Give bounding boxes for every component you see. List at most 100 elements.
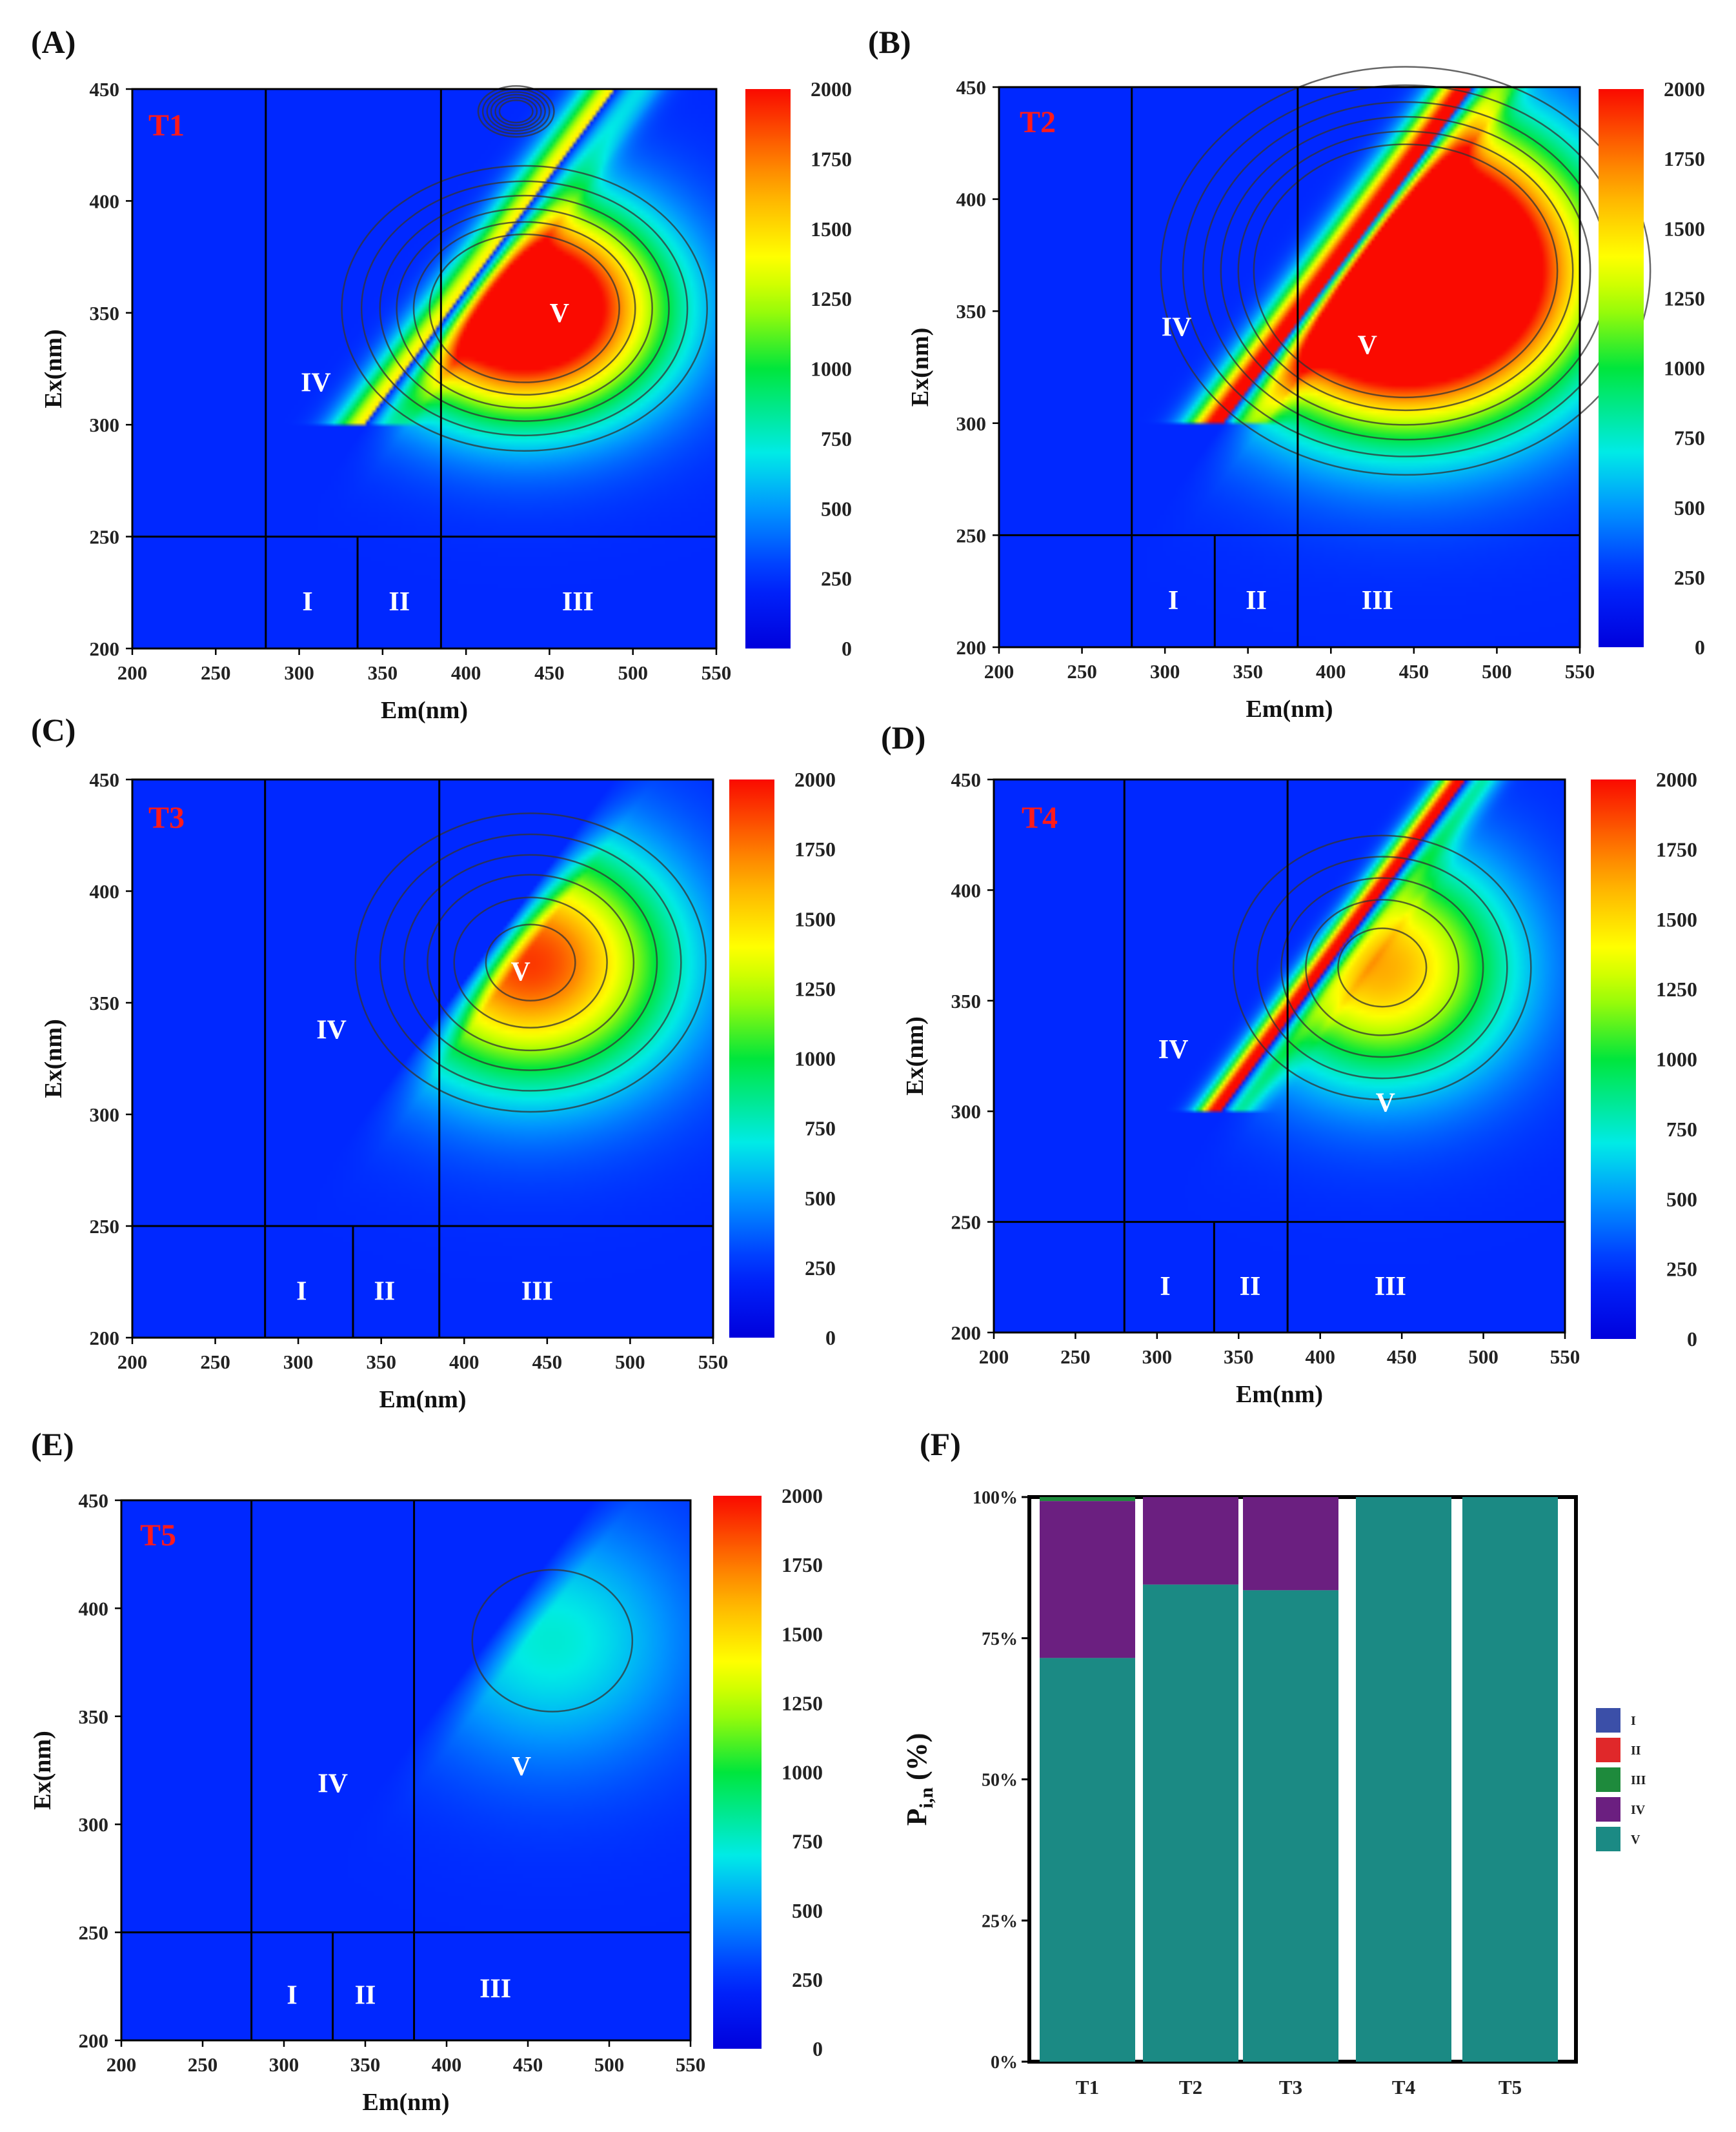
x-tick-label: 500 (1482, 660, 1512, 683)
x-tick-label: 250 (201, 661, 231, 684)
x-tick-label: 350 (1233, 660, 1263, 683)
y-tick-label: 450 (79, 1489, 109, 1512)
colorbar (729, 779, 774, 1338)
x-tick-label: 450 (1387, 1345, 1417, 1368)
y-tick-label: 300 (90, 1103, 120, 1126)
legend-label: I (1631, 1714, 1636, 1728)
x-tick-label: 550 (1550, 1345, 1580, 1368)
x-tick-label: 450 (534, 661, 565, 684)
x-tick-label: 350 (368, 661, 398, 684)
panel-label: (C) (31, 712, 76, 748)
plot-frame (998, 86, 1581, 649)
region-label: IV (1162, 313, 1192, 343)
contour-line (379, 194, 670, 422)
y-tick-label: 300 (90, 414, 120, 436)
region-label: II (1240, 1272, 1261, 1302)
y-tick-label: 400 (90, 190, 120, 212)
y-tick-label: 350 (951, 990, 982, 1012)
y-tick-label: 50% (982, 1771, 1018, 1791)
colorbar-tick-label: 500 (1666, 1187, 1697, 1211)
x-tick-label: 300 (1150, 660, 1180, 683)
bar-t1-v (1040, 1658, 1135, 2062)
x-tick-label: 400 (432, 2053, 462, 2076)
treatment-label: T1 (148, 108, 185, 143)
x-tick-label: T4 (1392, 2076, 1415, 2098)
region-label: III (562, 587, 594, 617)
y-tick-label: 200 (956, 636, 987, 659)
colorbar-tick-label: 1000 (811, 357, 852, 381)
contour-line (471, 1569, 634, 1713)
x-tick-label: 550 (701, 661, 732, 684)
x-tick-label: 550 (1565, 660, 1595, 683)
x-axis-label: Em(nm) (1236, 1381, 1323, 1408)
contour-line (490, 94, 542, 129)
x-tick-label: 200 (106, 2053, 137, 2076)
stacked-bar-panel: (F)T1 T2 T3 T4 T50%25%50%75%100%Pi,n (%)IIII… (901, 1426, 1646, 2098)
colorbar-tick-label: 1750 (1656, 838, 1697, 861)
x-tick-label: 350 (1224, 1345, 1254, 1368)
region-label: IV (301, 368, 331, 397)
region-label: I (287, 1981, 297, 2011)
colorbar-tick-label: 1500 (811, 217, 852, 241)
x-axis-label: Em(nm) (381, 697, 468, 724)
legend-label: V (1631, 1833, 1640, 1847)
x-tick-label: 300 (283, 1351, 314, 1373)
y-axis-label: Ex(nm) (29, 1731, 56, 1809)
x-tick-label: 300 (269, 2053, 299, 2076)
x-tick-label: 200 (979, 1345, 1009, 1368)
colorbar-tick-label: 2000 (794, 768, 836, 791)
x-axis-label: Em(nm) (362, 2089, 449, 2116)
colorbar-tick-label: 0 (825, 1326, 836, 1349)
colorbar-tick-label: 500 (792, 1899, 823, 1922)
colorbar-tick-label: 250 (1674, 566, 1705, 589)
y-tick-label: 450 (951, 769, 982, 791)
contour-line (1257, 856, 1508, 1080)
colorbar-tick-label: 500 (805, 1187, 836, 1210)
treatment-label: T5 (140, 1518, 176, 1553)
colorbar (1599, 89, 1644, 647)
contour-line (1337, 927, 1428, 1008)
contour-line (1253, 143, 1559, 399)
region-label: V (512, 1752, 531, 1782)
y-tick-label: 400 (951, 879, 982, 901)
x-tick-label: 350 (366, 1351, 396, 1373)
legend-swatch (1596, 1708, 1620, 1733)
y-axis-label: Pi,n (%) (901, 1733, 937, 1826)
y-tick-label: 400 (956, 188, 987, 211)
contour-line (498, 99, 534, 124)
legend-label: II (1631, 1744, 1641, 1758)
contour-line (354, 812, 707, 1113)
plot-frame (120, 1499, 692, 2042)
contour-line (1233, 834, 1532, 1101)
treatment-label: T4 (1022, 801, 1058, 835)
y-tick-label: 300 (956, 412, 987, 435)
colorbar-tick-label: 250 (821, 567, 852, 590)
region-label: V (1376, 1088, 1395, 1118)
y-tick-label: 400 (79, 1597, 109, 1620)
colorbar-tick-label: 500 (1674, 496, 1705, 519)
region-label: V (550, 299, 569, 328)
heatmap-image (994, 779, 1565, 1332)
region-label: IV (318, 1769, 348, 1799)
colorbar-tick-label: 1000 (1656, 1048, 1697, 1071)
colorbar-tick-label: 1500 (782, 1622, 823, 1645)
x-tick-label: 500 (594, 2053, 625, 2076)
region-label: I (296, 1276, 307, 1306)
x-tick-label: 400 (451, 661, 481, 684)
region-label: II (355, 1981, 376, 2011)
y-tick-label: 350 (90, 992, 120, 1014)
region-label: III (479, 1975, 511, 2004)
treatment-label: T2 (1020, 105, 1056, 139)
heatmap-image (132, 89, 716, 649)
bar-t3-iv (1243, 1497, 1338, 1591)
x-tick-label: 250 (188, 2053, 218, 2076)
y-tick-label: 250 (79, 1922, 109, 1944)
plot-frame (131, 778, 714, 1339)
colorbar-tick-label: 500 (821, 497, 852, 520)
y-tick-label: 250 (90, 526, 120, 548)
x-tick-label: 450 (532, 1351, 563, 1373)
x-tick-label: 300 (284, 661, 314, 684)
